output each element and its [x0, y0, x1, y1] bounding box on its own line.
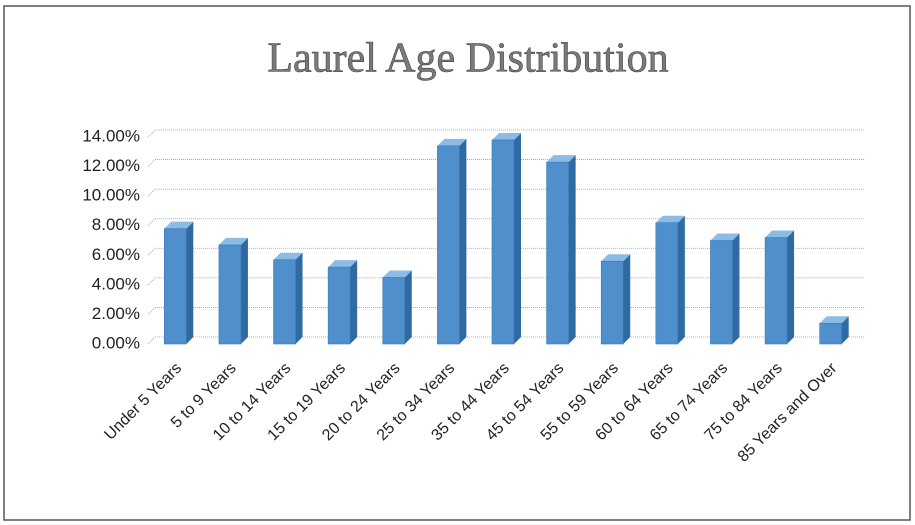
bar-top	[164, 221, 194, 229]
bar	[164, 221, 194, 345]
bar-side	[459, 138, 467, 344]
bar-side	[732, 233, 740, 344]
bar-front	[437, 145, 460, 345]
bar-front	[273, 259, 296, 345]
bar	[819, 316, 849, 345]
bar-top	[601, 254, 631, 262]
bar-top	[218, 237, 248, 245]
bar	[327, 260, 358, 345]
bar-front	[655, 222, 679, 345]
bar-side	[514, 132, 521, 344]
bar-front	[546, 161, 569, 345]
bar	[437, 138, 467, 345]
bar-front	[164, 228, 187, 345]
bar-side	[186, 221, 194, 344]
y-tick-label: 0.00%	[92, 333, 140, 352]
y-tick-label: 2.00%	[92, 304, 140, 323]
bar-front	[327, 266, 351, 345]
chart-title: Laurel Age Distribution	[267, 36, 668, 82]
y-tick-label: 6.00%	[92, 245, 140, 264]
bar	[600, 254, 631, 345]
bar-side	[841, 316, 849, 344]
bar-front	[764, 237, 788, 345]
y-tick-label: 12.00%	[82, 156, 140, 175]
y-tick-label: 10.00%	[82, 186, 140, 205]
bar-top	[437, 138, 467, 146]
bar-front	[710, 240, 733, 345]
bar	[655, 215, 685, 345]
bar-side	[350, 260, 358, 344]
bar	[546, 155, 576, 345]
y-tick-label: 8.00%	[92, 215, 140, 234]
bar	[273, 252, 303, 345]
bar	[218, 237, 248, 345]
bar-front	[491, 139, 515, 345]
bar	[764, 230, 795, 345]
bar-side	[404, 270, 412, 344]
bar-top	[546, 155, 576, 163]
bar-side	[295, 252, 303, 344]
bar-top	[328, 260, 358, 268]
bar-top	[710, 233, 740, 241]
bar-side	[240, 237, 248, 344]
bar-top	[819, 316, 849, 324]
bar-side	[623, 254, 631, 344]
bar-side	[787, 230, 795, 344]
bar-front	[819, 322, 842, 345]
bar-top	[273, 252, 303, 260]
bar-top	[655, 215, 685, 223]
bar	[491, 132, 521, 345]
bar-front	[600, 260, 624, 345]
bar-front	[382, 277, 406, 345]
bar	[710, 233, 740, 345]
y-tick-label: 4.00%	[92, 274, 140, 293]
bar-side	[568, 155, 576, 344]
y-tick-label: 14.00%	[82, 126, 140, 145]
bar-front	[218, 244, 242, 345]
bar	[382, 270, 412, 345]
bar-top	[765, 230, 795, 238]
bar-top	[492, 132, 521, 140]
bar-side	[677, 215, 685, 344]
bar-top	[382, 270, 412, 278]
